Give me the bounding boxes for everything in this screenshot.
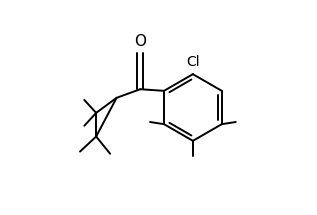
- Text: O: O: [134, 34, 146, 49]
- Text: Cl: Cl: [186, 55, 200, 69]
